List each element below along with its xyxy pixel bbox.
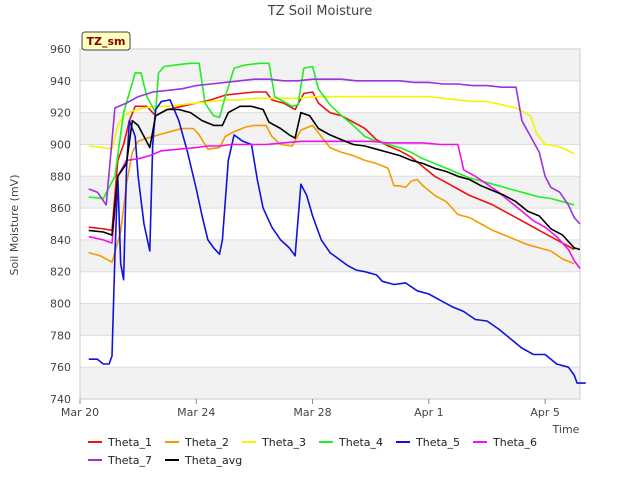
y-tick-label: 920	[50, 107, 71, 120]
legend-label: Theta_5	[415, 436, 460, 449]
series-line-theta-1	[88, 91, 575, 251]
grid-band	[80, 303, 580, 336]
y-tick-label: 860	[50, 202, 71, 215]
grid-band	[80, 239, 580, 272]
y-tick-label: 940	[50, 75, 71, 88]
series-line-theta-3	[88, 95, 575, 155]
series-lines	[88, 62, 586, 384]
x-tick-label: Mar 20	[61, 406, 99, 419]
series-line-theta-2	[88, 124, 575, 265]
legend-label: Theta_4	[338, 436, 383, 449]
x-tick-label: Apr 1	[414, 406, 444, 419]
legend-label: Theta_1	[107, 436, 152, 449]
y-tick-label: 840	[50, 234, 71, 247]
grid-band	[80, 367, 580, 399]
site-badge-label: TZ_sm	[87, 35, 126, 48]
site-badge: TZ_sm	[81, 31, 131, 51]
x-tick-label: Mar 24	[177, 406, 215, 419]
legend-label: Theta_2	[184, 436, 229, 449]
y-axis-ticks: 740 760 780 800 820 840 860 880 900 920 940 960	[50, 43, 71, 406]
site-badge-box	[81, 31, 131, 51]
series-line-theta-5	[88, 99, 586, 384]
y-tick-label: 900	[50, 138, 71, 151]
grid-band	[80, 176, 580, 209]
grid-band	[80, 112, 580, 145]
series-line-theta-4	[88, 62, 575, 206]
y-tick-label: 800	[50, 298, 71, 311]
plot-background	[80, 49, 580, 399]
x-axis-ticks: Mar 20 Mar 24 Mar 28 Apr 1 Apr 5	[61, 399, 560, 419]
legend-label: Theta_3	[261, 436, 306, 449]
grid-bands	[80, 49, 580, 399]
y-tick-label: 780	[50, 329, 71, 342]
legend-label: Theta_7	[107, 454, 152, 467]
y-tick-label: 880	[50, 170, 71, 183]
y-tick-label: 740	[50, 393, 71, 406]
x-axis-title: Time	[552, 423, 580, 436]
x-tick-label: Mar 28	[293, 406, 331, 419]
y-axis-title: Soil Moisture (mV)	[8, 175, 21, 276]
legend: Theta_1 Theta_2 Theta_3 Theta_4 Theta_5 Theta…	[88, 436, 537, 467]
series-line-theta-7	[88, 78, 581, 225]
chart-title: TZ Soil Moisture	[267, 4, 373, 19]
legend-label: Theta_avg	[184, 454, 242, 467]
y-tick-label: 760	[50, 361, 71, 374]
y-tick-label: 960	[50, 43, 71, 56]
grid-band	[80, 49, 580, 81]
series-line-theta-avg	[88, 105, 581, 251]
x-tick-label: Apr 5	[530, 406, 560, 419]
legend-label: Theta_6	[492, 436, 537, 449]
y-tick-label: 820	[50, 266, 71, 279]
